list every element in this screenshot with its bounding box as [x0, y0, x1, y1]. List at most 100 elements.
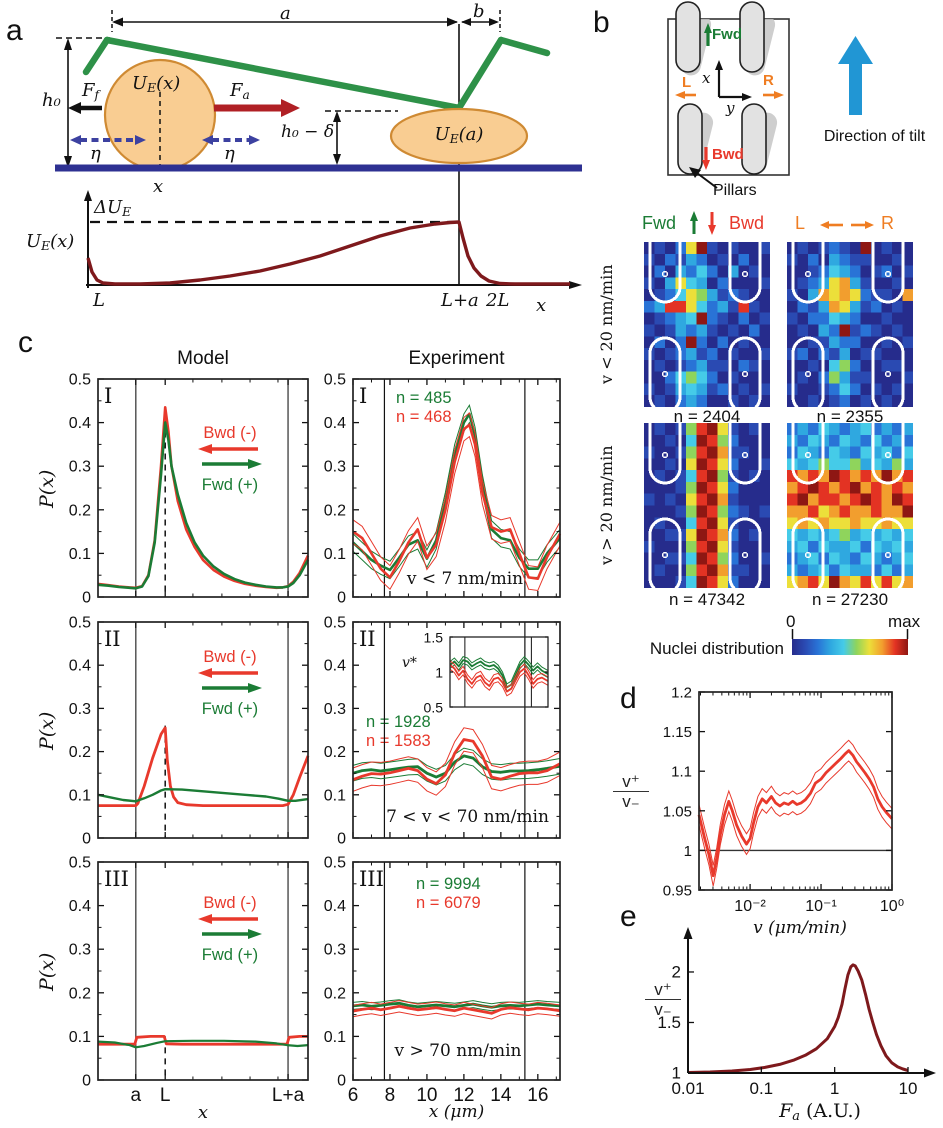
pillar-schematic [667, 1, 873, 189]
svg-text:0.3: 0.3 [69, 459, 91, 476]
svg-text:1.05: 1.05 [663, 803, 692, 820]
dim-b-label: b [473, 1, 485, 22]
experiment-title: Experiment [408, 348, 505, 369]
svg-text:0.2: 0.2 [69, 985, 91, 1002]
v-minus-label: v₋ [645, 999, 681, 1019]
n-green: n = 9994 [416, 875, 481, 893]
legend-model-2: Bwd (-) Fwd (+) [190, 648, 270, 719]
panel-e-label: e [620, 900, 637, 933]
svg-text:10: 10 [416, 1085, 437, 1106]
svg-text:0.5: 0.5 [69, 615, 91, 632]
numeral-exp-1: I [359, 384, 368, 408]
svg-text:0.2: 0.2 [69, 502, 91, 519]
pillars-label: Pillars [713, 182, 757, 199]
numeral-model-2: II [104, 627, 121, 651]
svg-text:1.1: 1.1 [671, 764, 692, 781]
svg-text:0: 0 [82, 1073, 91, 1090]
header-fwd-label: Fwd [642, 213, 677, 233]
svg-text:0.5: 0.5 [69, 372, 91, 389]
legend-bwd-label: Bwd (-) [203, 424, 257, 442]
numeral-exp-2: II [359, 627, 376, 651]
svg-text:0: 0 [82, 590, 91, 607]
UEx-label: UE(x) [132, 73, 181, 96]
chart-inset: 0.5 1 1.5 [424, 630, 549, 716]
svg-text:0.5: 0.5 [324, 615, 346, 632]
annotation-exp-3: v > 70 nm/min [394, 1041, 522, 1061]
svg-text:0.4: 0.4 [324, 415, 346, 432]
heatmap-fwd-bwd-fast [644, 423, 770, 588]
heatmap-fwd-bwd-slow [644, 242, 770, 407]
chart-model-3: a L L+a 0 0.1 0.2 0.3 0.4 0.5 [69, 855, 309, 1106]
tick-La-label: L+a [441, 290, 479, 311]
colorbar-ticks [791, 629, 909, 639]
y-axis-schematic-label: y [726, 99, 735, 117]
header-l-r-arrows [820, 221, 874, 229]
svg-text:1.5: 1.5 [424, 630, 444, 646]
UEx-axis-label: UE(x) [26, 231, 75, 254]
header-bwd-label: Bwd [729, 213, 765, 233]
panel-a-label: a [6, 14, 23, 47]
tick-2L-label: 2L [486, 290, 510, 311]
exp-xlabel: x (μm) [428, 1102, 485, 1122]
dim-a-label: a [280, 3, 291, 24]
svg-text:12: 12 [453, 1085, 474, 1106]
legend-arrows-icon [198, 914, 262, 939]
colorbar-max-label: max [888, 612, 921, 631]
left-schematic-label: L [682, 74, 692, 91]
svg-text:0: 0 [337, 831, 346, 848]
svg-text:0.1: 0.1 [750, 1079, 774, 1098]
panel-a-schematic [55, 10, 582, 289]
chart-d: 10⁻² 10⁻¹ 10⁰ 0.95 1 1.05 1.1 1.15 1.2 [663, 685, 904, 916]
row-label-fast: v > 20 nm/min [597, 445, 616, 566]
header-l-label: L [795, 213, 806, 233]
legend-arrows-icon [198, 444, 262, 469]
x-axis-schematic-label: x [702, 69, 711, 87]
potential-curve [86, 220, 570, 286]
n-label-1: n = 2355 [816, 407, 884, 426]
svg-text:1.5: 1.5 [657, 1013, 681, 1032]
annotation-exp-1: v < 7 nm/min [406, 569, 524, 589]
legend-model-3: Bwd (-) Fwd (+) [190, 894, 270, 965]
svg-text:0.3: 0.3 [324, 701, 346, 718]
n-label-0: n = 2404 [673, 407, 741, 426]
colorbar-title: Nuclei distribution [649, 639, 784, 658]
svg-text:0.1: 0.1 [324, 546, 346, 563]
header-r-label: R [881, 213, 894, 233]
svg-text:14: 14 [490, 1085, 512, 1106]
numeral-model-1: I [104, 384, 113, 408]
legend-model-1: Bwd (-) Fwd (+) [190, 424, 270, 495]
UEa-label: UE(a) [434, 124, 484, 147]
svg-text:a: a [131, 1085, 142, 1106]
h0-delta-label: h₀ − δ [281, 122, 335, 142]
legend-fwd-label: Fwd (+) [201, 476, 259, 494]
svg-text:0.95: 0.95 [663, 883, 692, 900]
v-plus-label: v⁺ [622, 772, 640, 791]
colorbar [792, 639, 908, 655]
annotation-exp-2: 7 < v < 70 nm/min [386, 807, 549, 827]
svg-text:0.2: 0.2 [324, 502, 346, 519]
fwd-schematic-label: Fwd [712, 26, 742, 43]
heatmap-l-r-slow [787, 242, 913, 407]
svg-text:6: 6 [348, 1085, 359, 1106]
legend-arrows-icon [198, 668, 262, 693]
legend-bwd-label: Bwd (-) [203, 648, 257, 666]
svg-text:10: 10 [899, 1079, 918, 1098]
axis-x-label: x [536, 295, 547, 316]
chart-exp-1: 0 0.1 0.2 0.3 0.4 0.5 [324, 372, 562, 607]
svg-text:10⁰: 10⁰ [880, 898, 904, 915]
v-minus-label: v₋ [613, 791, 649, 811]
svg-text:0.1: 0.1 [69, 546, 91, 563]
chart-model-2: 0 0.1 0.2 0.3 0.4 0.5 [69, 615, 310, 848]
n-green: n = 1928 [366, 713, 431, 731]
svg-text:L: L [160, 1085, 171, 1106]
heatmap-l-r-fast [787, 423, 913, 588]
svg-text:10⁻²: 10⁻² [734, 898, 766, 915]
svg-text:0.1: 0.1 [324, 787, 346, 804]
direction-of-tilt-label: Direction of tilt [823, 128, 926, 145]
ylabel-ratio-d: v⁺ v₋ [613, 772, 649, 811]
svg-text:0: 0 [82, 831, 91, 848]
model-title: Model [177, 348, 229, 369]
svg-text:0.1: 0.1 [69, 1029, 91, 1046]
svg-text:1.15: 1.15 [663, 724, 692, 741]
